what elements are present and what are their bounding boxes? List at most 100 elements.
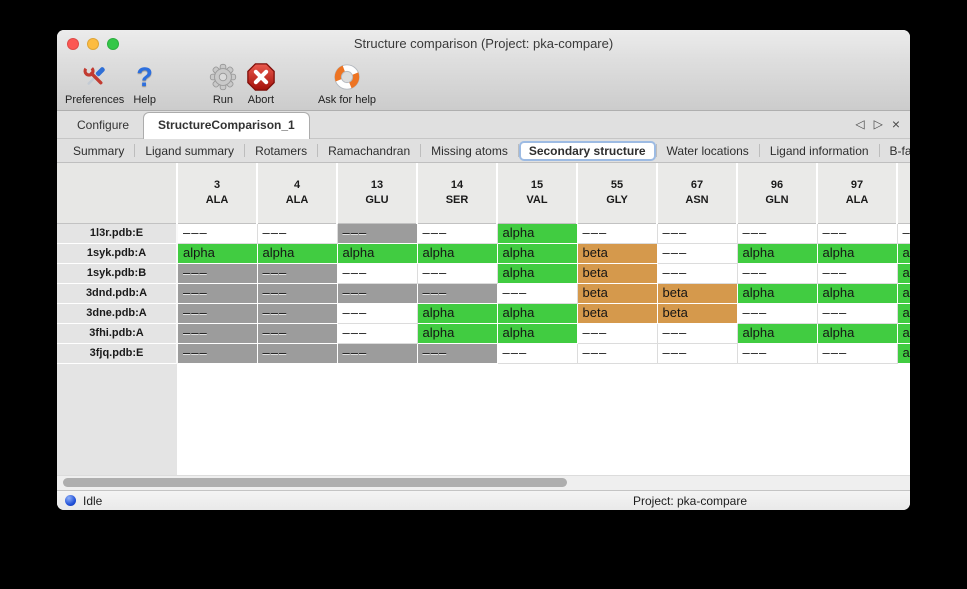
structure-cell[interactable]: –––: [577, 323, 658, 344]
structure-cell[interactable]: alpha: [897, 263, 910, 284]
structure-cell[interactable]: –––: [577, 343, 658, 364]
structure-cell[interactable]: alpha: [737, 323, 818, 344]
structure-cell[interactable]: –––: [657, 223, 738, 244]
structure-cell[interactable]: –––: [257, 303, 338, 324]
tab-next-arrow-icon[interactable]: ▷: [873, 117, 883, 131]
structure-cell[interactable]: beta: [577, 283, 658, 304]
structure-cell[interactable]: alpha: [417, 323, 498, 344]
structure-cell[interactable]: –––: [177, 283, 258, 304]
structure-cell[interactable]: –––: [417, 223, 498, 244]
structure-cell[interactable]: beta: [577, 243, 658, 264]
structure-cell[interactable]: alpha: [817, 243, 898, 264]
structure-cell[interactable]: alpha: [337, 243, 418, 264]
structure-cell[interactable]: alpha: [897, 243, 910, 264]
minimize-button[interactable]: [87, 38, 99, 50]
tab-prev-arrow-icon[interactable]: ◁: [855, 117, 865, 131]
row-label[interactable]: 1syk.pdb:B: [57, 263, 178, 284]
structure-cell[interactable]: –––: [257, 263, 338, 284]
structure-cell[interactable]: –––: [737, 263, 818, 284]
subtab-ligand-information[interactable]: Ligand information: [769, 143, 869, 158]
structure-cell[interactable]: alpha: [177, 243, 258, 264]
tab-configure[interactable]: Configure: [77, 118, 130, 132]
structure-cell[interactable]: alpha: [897, 303, 910, 324]
horizontal-scrollbar[interactable]: [57, 475, 910, 490]
structure-cell[interactable]: alpha: [897, 283, 910, 304]
structure-cell[interactable]: alpha: [417, 303, 498, 324]
structure-cell[interactable]: –––: [497, 343, 578, 364]
subtab-summary[interactable]: Summary: [73, 143, 125, 158]
row-label[interactable]: 3dnd.pdb:A: [57, 283, 178, 304]
structure-cell[interactable]: –––: [817, 263, 898, 284]
structure-cell[interactable]: –––: [177, 323, 258, 344]
structure-cell[interactable]: –––: [417, 343, 498, 364]
structure-cell[interactable]: beta: [577, 303, 658, 324]
structure-cell[interactable]: –––: [737, 303, 818, 324]
subtab-secondary-structure[interactable]: Secondary structure: [518, 140, 656, 161]
structure-cell[interactable]: alpha: [497, 223, 578, 244]
row-label[interactable]: 3fjq.pdb:E: [57, 343, 178, 364]
row-label[interactable]: 3fhi.pdb:A: [57, 323, 178, 344]
structure-cell[interactable]: alpha: [737, 283, 818, 304]
subtab-rotamers[interactable]: Rotamers: [255, 143, 308, 158]
structure-cell[interactable]: –––: [177, 263, 258, 284]
zoom-button[interactable]: [107, 38, 119, 50]
structure-cell[interactable]: beta: [657, 283, 738, 304]
structure-cell[interactable]: –––: [337, 303, 418, 324]
subtab-water-locations[interactable]: Water locations: [666, 143, 749, 158]
structure-cell[interactable]: –––: [657, 263, 738, 284]
structure-cell[interactable]: –––: [257, 343, 338, 364]
structure-cell[interactable]: –––: [817, 343, 898, 364]
row-label[interactable]: 3dne.pdb:A: [57, 303, 178, 324]
structure-cell[interactable]: alpha: [497, 243, 578, 264]
structure-cell[interactable]: alpha: [897, 323, 910, 344]
structure-cell[interactable]: beta: [577, 263, 658, 284]
subtab-missing-atoms[interactable]: Missing atoms: [431, 143, 508, 158]
subtab-ramachandran[interactable]: Ramachandran: [328, 143, 411, 158]
structure-cell[interactable]: –––: [417, 283, 498, 304]
structure-cell[interactable]: –––: [177, 343, 258, 364]
structure-cell[interactable]: –––: [657, 343, 738, 364]
structure-cell[interactable]: alpha: [737, 243, 818, 264]
structure-cell[interactable]: –––: [817, 303, 898, 324]
structure-cell[interactable]: alpha: [817, 323, 898, 344]
structure-cell[interactable]: –––: [257, 323, 338, 344]
preferences-button[interactable]: Preferences: [65, 60, 124, 106]
structure-cell[interactable]: –––: [177, 303, 258, 324]
structure-cell[interactable]: –––: [897, 223, 910, 244]
structure-cell[interactable]: –––: [177, 223, 258, 244]
structure-cell[interactable]: alpha: [417, 243, 498, 264]
structure-cell[interactable]: –––: [497, 283, 578, 304]
structure-cell[interactable]: alpha: [817, 283, 898, 304]
structure-cell[interactable]: –––: [337, 283, 418, 304]
subtab-b-factors[interactable]: B-factors: [889, 143, 910, 158]
structure-cell[interactable]: –––: [257, 283, 338, 304]
structure-cell[interactable]: –––: [337, 263, 418, 284]
tab-close-icon[interactable]: ×: [891, 116, 900, 132]
structure-cell[interactable]: –––: [737, 223, 818, 244]
structure-cell[interactable]: alpha: [497, 303, 578, 324]
structure-cell[interactable]: –––: [257, 223, 338, 244]
structure-cell[interactable]: –––: [577, 223, 658, 244]
subtab-ligand-summary[interactable]: Ligand summary: [145, 143, 235, 158]
structure-cell[interactable]: beta: [657, 303, 738, 324]
structure-cell[interactable]: alpha: [497, 263, 578, 284]
structure-cell[interactable]: –––: [417, 263, 498, 284]
structure-cell[interactable]: –––: [657, 323, 738, 344]
structure-cell[interactable]: –––: [737, 343, 818, 364]
row-label[interactable]: 1l3r.pdb:E: [57, 223, 178, 244]
help-button[interactable]: ? Help: [133, 60, 156, 107]
structure-cell[interactable]: –––: [337, 343, 418, 364]
structure-cell[interactable]: –––: [817, 223, 898, 244]
structure-cell[interactable]: –––: [657, 243, 738, 264]
close-button[interactable]: [67, 38, 79, 50]
structure-cell[interactable]: –––: [337, 223, 418, 244]
row-label[interactable]: 1syk.pdb:A: [57, 243, 178, 264]
tab-structurecomparison-1[interactable]: StructureComparison_1: [143, 112, 310, 139]
structure-cell[interactable]: –––: [337, 323, 418, 344]
structure-cell[interactable]: alpha: [897, 343, 910, 364]
structure-cell[interactable]: alpha: [257, 243, 338, 264]
run-button[interactable]: Run: [208, 60, 238, 106]
ask-for-help-button[interactable]: Ask for help: [318, 60, 376, 106]
abort-button[interactable]: Abort: [246, 60, 276, 106]
scrollbar-thumb[interactable]: [63, 478, 567, 487]
